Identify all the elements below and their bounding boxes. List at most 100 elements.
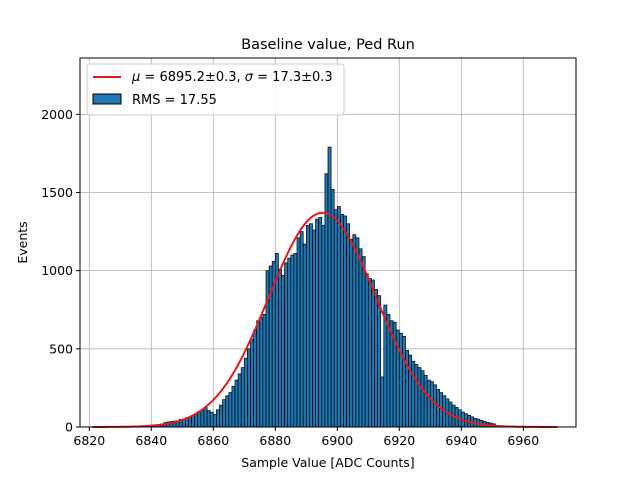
histogram-bar	[212, 414, 217, 428]
histogram-bar	[318, 217, 323, 428]
y-tick-label: 1000	[41, 263, 73, 278]
histogram-bar	[284, 262, 289, 428]
histogram-bar	[420, 370, 425, 428]
histogram-bar	[281, 274, 285, 428]
histogram-bar	[352, 234, 357, 428]
x-tick-label: 6940	[445, 433, 477, 448]
x-tick-label: 6840	[135, 433, 167, 448]
histogram-bar	[429, 381, 434, 428]
histogram-bar	[364, 273, 369, 428]
histogram-bar	[402, 335, 406, 428]
histogram-bar	[278, 268, 282, 428]
histogram-bar	[231, 385, 236, 428]
legend-histogram-label: RMS = 17.55	[132, 93, 217, 108]
legend-histogram-swatch	[92, 93, 122, 105]
y-tick-label: 1500	[41, 185, 73, 200]
histogram-bar	[287, 257, 292, 428]
histogram-bar	[293, 253, 298, 428]
histogram-bar	[262, 314, 267, 428]
histogram-bar	[358, 248, 363, 428]
plot-frame	[79, 57, 577, 428]
legend-sigma-symbol: σ	[245, 70, 254, 85]
histogram-bar	[200, 409, 205, 428]
histogram-bar	[194, 413, 199, 428]
histogram-bar	[426, 379, 431, 428]
x-axis-label: Sample Value [ADC Counts]	[241, 455, 414, 470]
histogram-bar	[349, 239, 354, 428]
histogram-bar	[299, 231, 304, 428]
y-axis-label: Events	[15, 221, 30, 263]
histogram-bar	[398, 332, 403, 428]
histogram-bar	[361, 256, 366, 428]
x-tick-label: 6820	[73, 433, 105, 448]
legend-box	[86, 63, 345, 116]
histogram-bar	[411, 360, 416, 428]
x-axis-ticks: 6820 6840 6860 6880 6900 6920 6940 6960	[73, 427, 539, 448]
histogram-bar	[216, 409, 220, 428]
x-tick-label: 6860	[197, 433, 229, 448]
histogram-bar	[417, 367, 422, 428]
legend-sigma-value: = 17.3±0.3	[253, 70, 333, 85]
histogram-bar	[197, 411, 202, 428]
histogram-bar	[315, 218, 320, 428]
histogram-bar	[333, 209, 338, 428]
y-tick-label: 0	[65, 420, 73, 435]
histogram-bar	[367, 278, 372, 428]
histogram-bar	[309, 223, 313, 428]
histogram-bar	[436, 389, 440, 428]
histogram-bar	[191, 414, 196, 428]
chart-title: Baseline value, Ped Run	[241, 37, 415, 53]
y-axis-ticks: 0 500 1000 1500 2000	[41, 107, 80, 435]
histogram-bar	[302, 243, 307, 428]
histogram-bar	[305, 224, 310, 428]
histogram-bar	[433, 384, 437, 428]
histogram-bar	[355, 237, 360, 428]
histogram-bar	[371, 279, 375, 428]
histogram-bar	[324, 173, 329, 428]
histogram-bar	[414, 364, 419, 428]
histogram-bar	[225, 395, 230, 428]
histogram-bar	[234, 379, 239, 428]
histogram-bar	[247, 348, 251, 428]
histogram-bar	[290, 254, 295, 428]
y-tick-label: 2000	[41, 107, 73, 122]
histogram-bar	[253, 329, 258, 428]
histogram-bar	[250, 339, 254, 428]
histogram-bar	[380, 376, 385, 428]
histogram-bar	[237, 373, 242, 428]
legend: μ = 6895.2±0.3, σ = 17.3±0.3 RMS = 17.55	[86, 63, 345, 116]
histogram-bar	[219, 404, 223, 428]
histogram-bar	[243, 357, 248, 428]
histogram-bar	[203, 407, 208, 428]
histogram-bar	[265, 270, 270, 428]
histogram-bars	[154, 146, 496, 428]
histogram-bar	[206, 410, 211, 428]
histogram-bar	[312, 229, 316, 428]
legend-mu-value: = 6895.2±0.3,	[140, 70, 244, 85]
gaussian-fit-line	[92, 211, 558, 428]
histogram-bar	[296, 237, 301, 428]
legend-mu-symbol: μ	[131, 70, 140, 85]
histogram-bar	[256, 320, 261, 428]
x-tick-label: 6920	[383, 433, 415, 448]
histogram-bar	[408, 354, 413, 428]
x-tick-label: 6880	[259, 433, 291, 448]
histogram-bar	[228, 392, 233, 428]
histogram-bar	[321, 224, 326, 428]
legend-fit-label: μ = 6895.2±0.3, σ = 17.3±0.3	[131, 70, 333, 85]
histogram-bar	[327, 146, 332, 428]
histogram-bar	[209, 411, 214, 428]
histogram-bar	[340, 214, 344, 428]
histogram-bar	[259, 317, 264, 428]
histogram-bar	[330, 188, 335, 428]
histogram-bar	[343, 215, 347, 428]
x-tick-label: 6900	[321, 433, 353, 448]
histogram-bar	[222, 399, 227, 428]
histogram-bar	[346, 223, 351, 428]
y-tick-label: 500	[49, 341, 73, 356]
histogram-bar	[336, 206, 341, 428]
x-tick-label: 6960	[507, 433, 539, 448]
histogram-bar	[423, 375, 428, 428]
histogram-bar	[240, 367, 245, 428]
